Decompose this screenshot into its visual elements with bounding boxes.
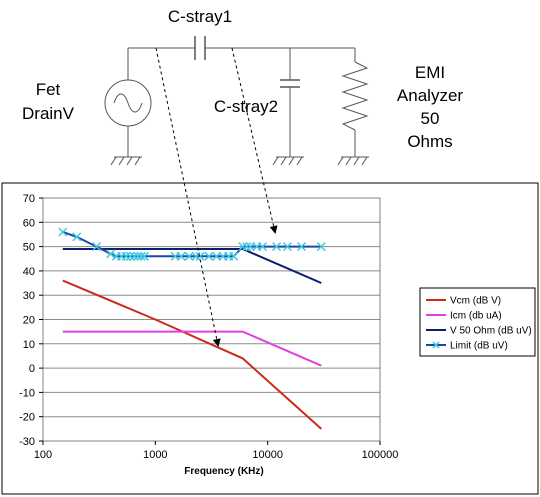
load-label-line2: Analyzer: [397, 86, 463, 105]
series-point: [133, 251, 143, 261]
series-point: [106, 249, 116, 259]
legend-marker: [432, 341, 440, 349]
y-tick-label: -30: [19, 436, 35, 448]
ground-icon: [110, 156, 142, 166]
chart-legend: Vcm (dB V) Icm (db uA) V 50 Ohm (dB uV) Lim…: [419, 287, 536, 357]
series-point: [257, 242, 268, 252]
series-point: [121, 251, 131, 261]
series-line: [62, 330, 322, 367]
x-tick-label: 1000: [143, 449, 167, 461]
series-point: [92, 242, 102, 252]
series-line: [62, 248, 322, 284]
load-label-line3: 50: [421, 109, 440, 128]
series-point: [72, 232, 82, 242]
sine-wave-icon: [113, 93, 143, 113]
cap2-to-limit-arrow: [231, 47, 278, 234]
legend-label: V 50 Ohm (dB uV): [450, 326, 532, 337]
y-tick-label: 60: [23, 217, 35, 229]
x-tick-label: 100: [34, 449, 52, 461]
x-axis-label: Frequency (KHz): [184, 466, 263, 477]
y-tick-label: 30: [23, 290, 35, 302]
y-axis-ticks: -30 -20 -10 0 10 20 30 40 50 60 70: [19, 193, 43, 448]
series-point: [242, 242, 252, 252]
y-tick-label: -20: [19, 412, 35, 424]
y-tick-label: 0: [29, 363, 35, 375]
series-point: [204, 251, 214, 261]
y-tick-label: 70: [23, 193, 35, 205]
series-point: [129, 251, 139, 261]
series-point: [125, 251, 135, 261]
legend-label: Vcm (dB V): [450, 296, 501, 307]
series-point: [238, 242, 248, 252]
series-point: [245, 242, 255, 252]
schematic: [104, 36, 369, 166]
series-point: [296, 242, 307, 252]
series-point: [176, 251, 186, 261]
series-point: [229, 251, 239, 261]
resistor-icon: [341, 61, 369, 131]
source-label-line2: DrainV: [22, 104, 75, 123]
y-tick-label: 20: [23, 315, 35, 327]
series-point: [272, 242, 282, 252]
ground-icon: [272, 156, 304, 166]
y-tick-label: -10: [19, 387, 35, 399]
series-point: [58, 227, 68, 237]
legend-label: Limit (dB uV): [450, 341, 508, 352]
cap1-to-vcm-arrow: [155, 47, 221, 347]
series-point: [195, 251, 205, 261]
series-point: [282, 242, 292, 252]
load-label-line4: Ohms: [407, 132, 452, 151]
load-label-line1: EMI: [415, 63, 445, 82]
series-point: [211, 251, 221, 261]
series-point: [136, 251, 146, 261]
legend-label: Icm (db uA): [450, 311, 502, 322]
y-tick-label: 50: [23, 242, 35, 254]
ground-icon: [337, 156, 369, 166]
series-point: [316, 242, 326, 252]
y-tick-label: 40: [23, 266, 35, 278]
series-line: [62, 279, 322, 430]
y-tick-label: 10: [23, 339, 35, 351]
source-label-line1: Fet: [36, 80, 61, 99]
x-tick-label: 100000: [362, 449, 399, 461]
series-point: [184, 251, 194, 261]
cap1-label: C-stray1: [168, 7, 232, 26]
series-point: [139, 251, 149, 261]
x-axis-ticks: 100 1000 10000 100000: [34, 441, 399, 461]
x-tick-label: 10000: [252, 449, 283, 461]
